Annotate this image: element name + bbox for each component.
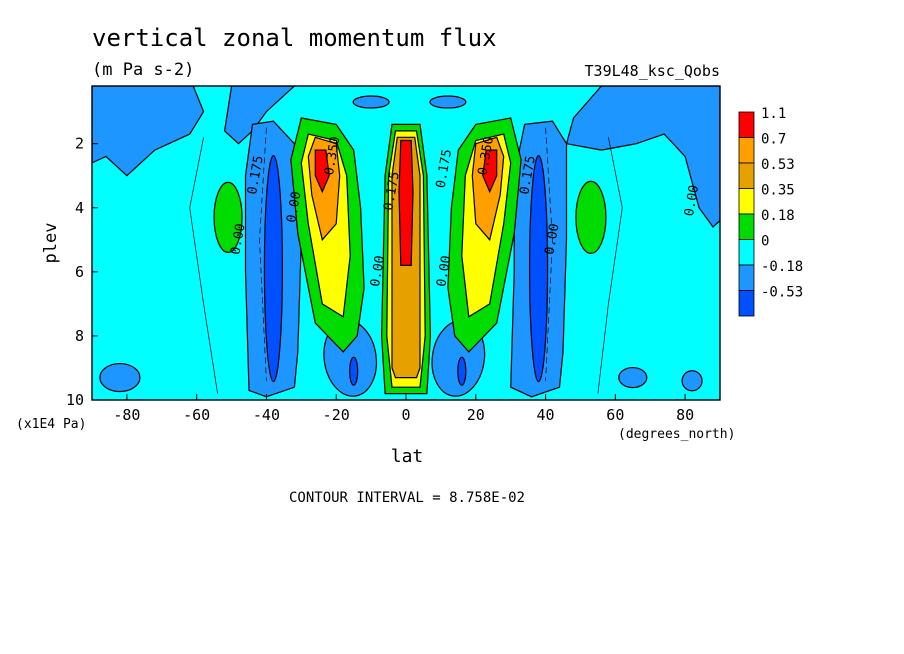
lobe-left-red: [314, 149, 330, 194]
y-axis-label: plev: [41, 223, 61, 264]
trough-left-core: [263, 155, 284, 383]
top-blob-right: [429, 95, 467, 109]
legend-label: 0.7: [761, 132, 786, 148]
contour-label: 0.00: [284, 190, 304, 223]
green-blob-right: [575, 180, 607, 254]
legend: 1.1 0.7 0.53 0.35 0.18 0 -0.18 -0.53: [738, 106, 803, 317]
green-blob-left: [213, 181, 243, 253]
upper-right-negative-region: [565, 86, 720, 228]
x-axis-units: (degrees_north): [618, 427, 735, 442]
y-tick-label: 6: [75, 263, 84, 281]
legend-swatch: [738, 290, 755, 317]
x-tick-label: -60: [183, 406, 210, 424]
x-axis-label: lat: [391, 446, 424, 467]
legend-swatch: [738, 162, 755, 189]
low-blob-right-core: [457, 356, 467, 386]
legend-label: 1.1: [761, 106, 786, 122]
x-tick-label: -80: [113, 406, 140, 424]
y-tick-label: 2: [75, 135, 84, 153]
x-tick-label: -20: [323, 406, 350, 424]
trough-right-core: [528, 155, 549, 383]
plot-area: 0.350 0.175 0.00 0.00 0.00 0.175 0.175 0.350 0.0…: [91, 85, 721, 401]
y-tick-label: 4: [75, 199, 84, 217]
chart-title: vertical zonal momentum flux: [92, 24, 497, 52]
low-blob-left-core: [349, 356, 359, 386]
contour-line-left-1: [189, 137, 218, 394]
dataset-label: T39L48_ksc_Qobs: [585, 62, 720, 80]
contour-label: 0.00: [542, 222, 562, 255]
x-tick-label: 60: [606, 406, 624, 424]
legend-swatch: [738, 137, 755, 164]
lobe-right-red: [482, 149, 498, 194]
y-tick-label: 8: [75, 327, 84, 345]
contour-label: 0.00: [228, 222, 248, 255]
y-axis-ticks: 2 4 6 8 10: [66, 135, 98, 409]
legend-swatch: [738, 213, 755, 240]
legend-swatch: [738, 264, 755, 291]
y-axis-units: (x1E4 Pa): [16, 417, 86, 432]
chart-units: (m Pa s-2): [92, 60, 194, 80]
x-tick-label: 80: [676, 406, 694, 424]
legend-swatch: [738, 188, 755, 215]
surface-blob-right-2: [681, 370, 703, 392]
contour-label: 0.00: [682, 184, 702, 217]
contour-line-right-dash: [545, 127, 553, 381]
contour-label: 0.175: [245, 155, 267, 196]
x-tick-label: 0: [401, 406, 410, 424]
legend-label: 0: [761, 234, 769, 250]
x-axis-ticks: -80 -60 -40 -20 0 20 40 60 80: [113, 394, 694, 424]
contour-label: 0.00: [434, 255, 454, 288]
equator-column-red: [398, 139, 414, 266]
legend-swatch: [738, 111, 755, 138]
contour-label: 0.175: [381, 171, 403, 212]
contour-line-right-1: [597, 137, 623, 394]
contour-label: 0.350: [322, 135, 344, 176]
contour-label: 0.175: [517, 155, 539, 196]
x-tick-label: 40: [537, 406, 555, 424]
contour-label: 0.350: [476, 135, 498, 176]
y-tick-label: 10: [66, 391, 84, 409]
legend-label: 0.18: [761, 208, 795, 224]
upper-left-negative-region: [92, 86, 205, 177]
x-tick-label: 20: [467, 406, 485, 424]
surface-blob-right-1: [618, 366, 648, 389]
legend-label: 0.35: [761, 183, 795, 199]
legend-label: -0.53: [761, 285, 803, 301]
x-tick-label: -40: [253, 406, 280, 424]
surface-blob-far-left: [99, 362, 141, 393]
contour-label: 0.00: [368, 255, 388, 288]
legend-swatch: [738, 239, 755, 266]
contour-line-left-dash: [259, 127, 267, 381]
legend-label: -0.18: [761, 259, 803, 275]
contour-label: 0.175: [434, 148, 456, 189]
legend-label: 0.53: [761, 157, 795, 173]
top-blob-left: [352, 95, 390, 109]
contour-interval: CONTOUR INTERVAL = 8.758E-02: [289, 490, 525, 506]
